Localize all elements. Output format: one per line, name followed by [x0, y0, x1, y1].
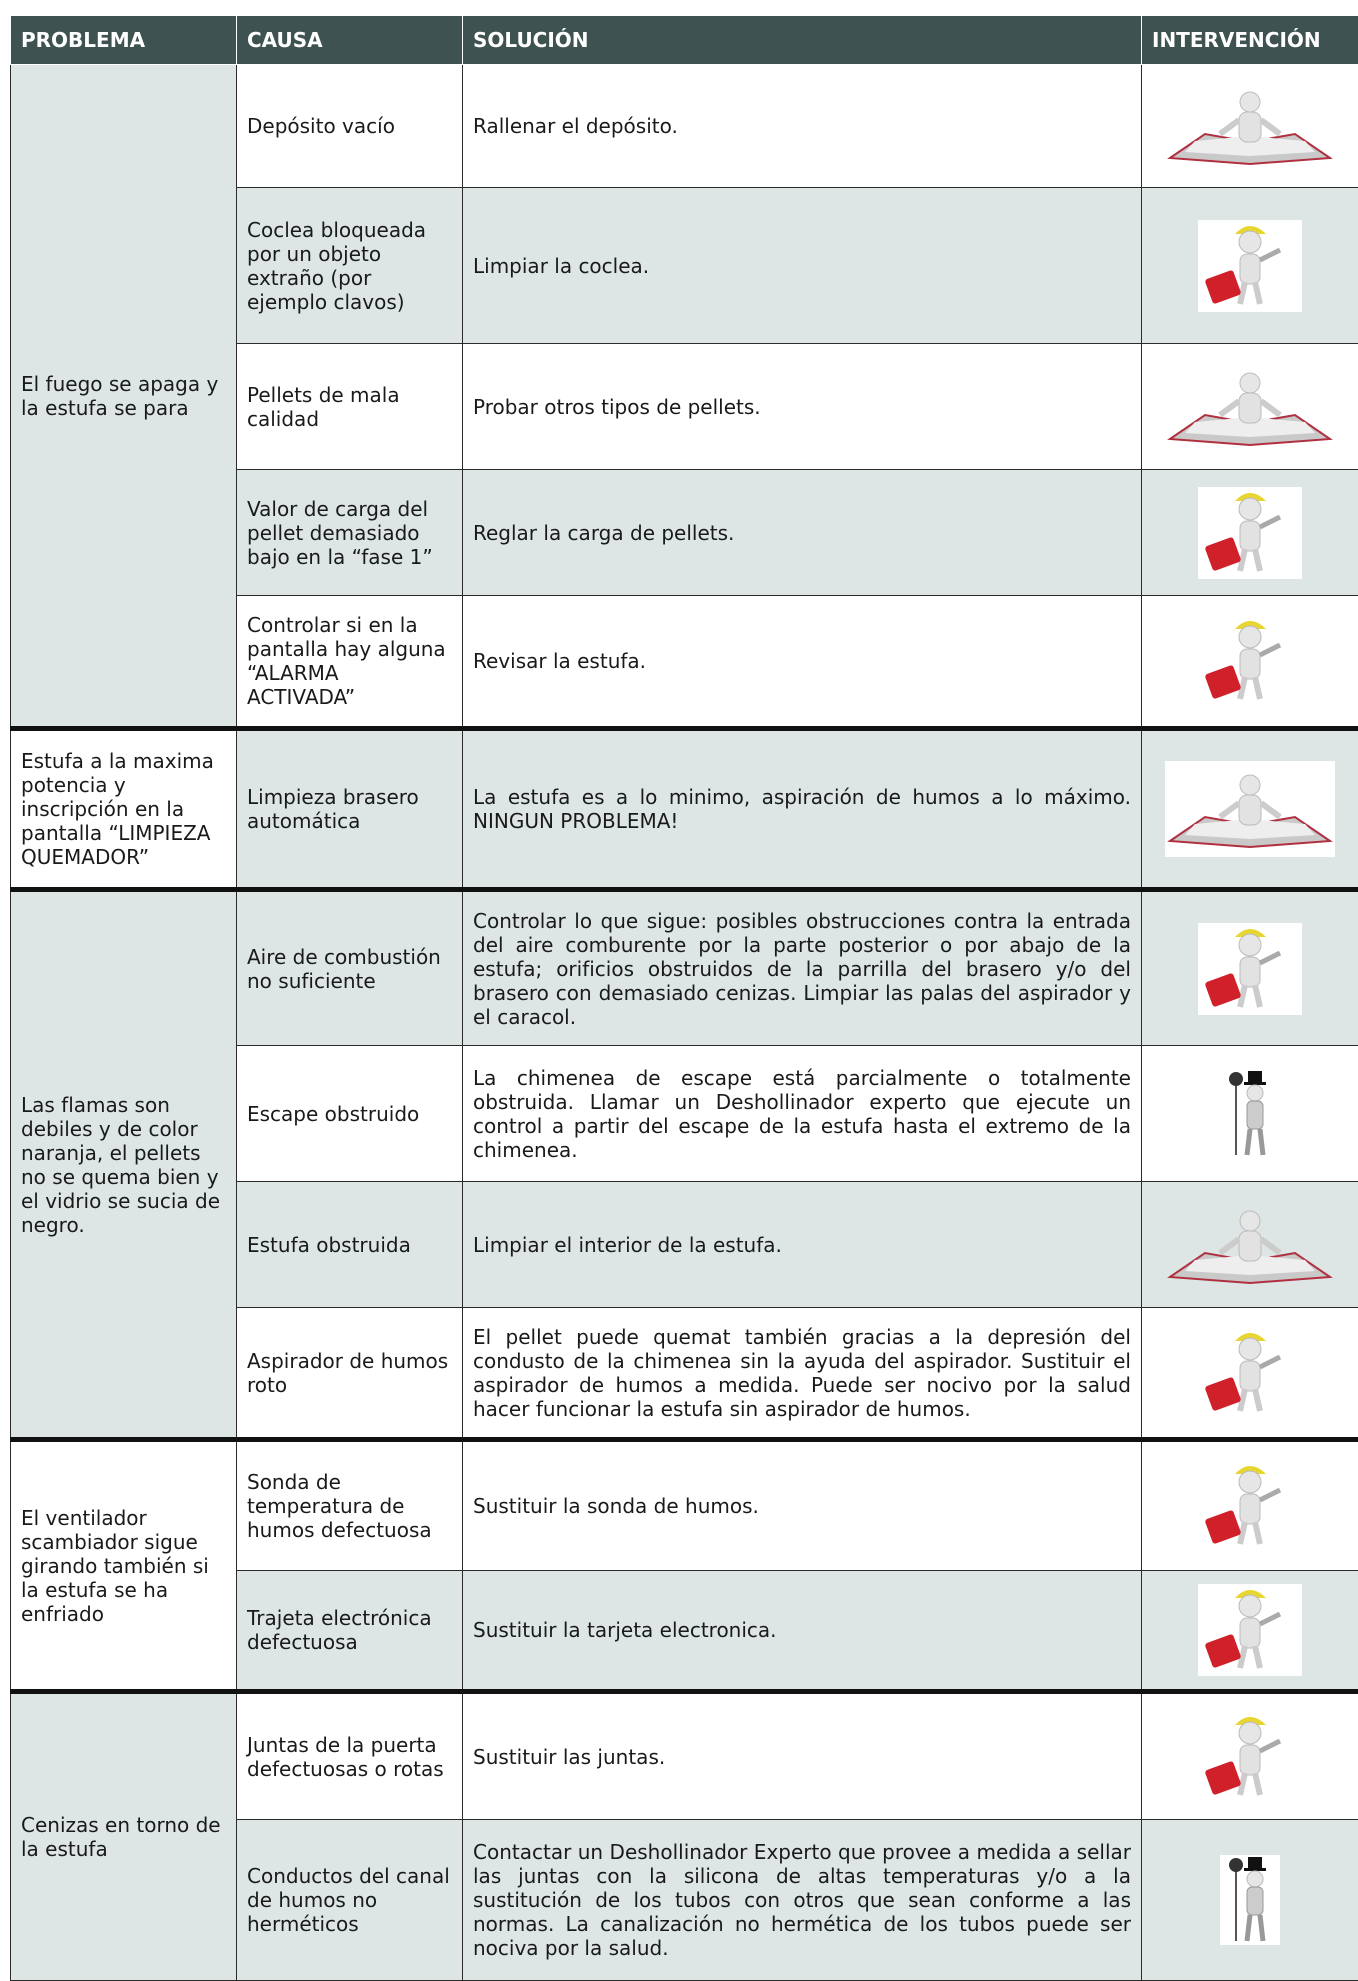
solution-cell: Limpiar la coclea. [463, 188, 1142, 344]
cause-cell: Escape obstruido [237, 1046, 463, 1182]
technician-icon [1198, 1327, 1302, 1419]
icon-cell [1142, 1182, 1358, 1308]
chimney-sweep-icon [1220, 1855, 1280, 1945]
cause-cell: Controlar si en la pantalla hay alguna “… [237, 596, 463, 729]
icon-cell [1142, 1440, 1358, 1571]
solution-cell: Limpiar el interior de la estufa. [463, 1182, 1142, 1308]
technician-icon [1198, 487, 1302, 579]
solution-cell: Contactar un Deshollinador Experto que p… [463, 1820, 1142, 1981]
problem-cell: Cenizas en torno de la estufa [11, 1692, 237, 1981]
cause-cell: Trajeta electrónica defectuosa [237, 1571, 463, 1692]
row: El fuego se apaga y la estufa se para De… [11, 65, 1358, 188]
row: Las flamas son debiles y de color naranj… [11, 890, 1358, 1046]
cause-cell: Sonda de temperatura de humos defectuosa [237, 1440, 463, 1571]
icon-cell [1142, 344, 1358, 470]
manual-icon [1165, 367, 1335, 447]
row: Estufa a la maxima potencia y inscripció… [11, 729, 1358, 890]
solution-cell: Rallenar el depósito. [463, 65, 1142, 188]
header-cell: SOLUCIÓN [463, 16, 1142, 65]
manual-icon [1165, 86, 1335, 166]
solution-cell: Probar otros tipos de pellets. [463, 344, 1142, 470]
solution-cell: Sustituir la tarjeta electronica. [463, 1571, 1142, 1692]
solution-cell: Revisar la estufa. [463, 596, 1142, 729]
icon-cell [1142, 188, 1358, 344]
header-row: PROBLEMA CAUSA SOLUCIÓN INTERVENCIÓN [11, 16, 1358, 65]
icon-cell [1142, 65, 1358, 188]
problem-cell: El ventilador scambiador sigue girando t… [11, 1440, 237, 1692]
cause-cell: Juntas de la puerta defectuosas o rotas [237, 1692, 463, 1820]
header-cell: PROBLEMA [11, 16, 237, 65]
icon-cell [1142, 729, 1358, 890]
cause-cell: Valor de carga del pellet demasiado bajo… [237, 470, 463, 596]
icon-cell [1142, 1571, 1358, 1692]
technician-icon [1198, 1460, 1302, 1552]
problem-cell: El fuego se apaga y la estufa se para [11, 65, 237, 729]
solution-cell: Controlar lo que sigue: posibles obstruc… [463, 890, 1142, 1046]
icon-cell [1142, 1046, 1358, 1182]
header-cell: CAUSA [237, 16, 463, 65]
chimney-sweep-icon [1220, 1069, 1280, 1159]
technician-icon [1198, 923, 1302, 1015]
row: El ventilador scambiador sigue girando t… [11, 1440, 1358, 1571]
troubleshooting-table: PROBLEMA CAUSA SOLUCIÓN INTERVENCIÓN El … [10, 15, 1358, 1981]
solution-cell: Sustituir la sonda de humos. [463, 1440, 1142, 1571]
icon-cell [1142, 1820, 1358, 1981]
icon-cell [1142, 1692, 1358, 1820]
solution-cell: La chimenea de escape está parcialmente … [463, 1046, 1142, 1182]
cause-cell: Estufa obstruida [237, 1182, 463, 1308]
manual-icon [1165, 761, 1335, 857]
cause-cell: Limpieza brasero automática [237, 729, 463, 890]
solution-cell: Sustituir las juntas. [463, 1692, 1142, 1820]
icon-cell [1142, 890, 1358, 1046]
row: Cenizas en torno de la estufa Juntas de … [11, 1692, 1358, 1820]
problem-cell: Estufa a la maxima potencia y inscripció… [11, 729, 237, 890]
icon-cell [1142, 596, 1358, 729]
cause-cell: Conductos del canal de humos no hermétic… [237, 1820, 463, 1981]
solution-cell: El pellet puede quemat también gracias a… [463, 1308, 1142, 1440]
icon-cell [1142, 1308, 1358, 1440]
technician-icon [1198, 1584, 1302, 1676]
technician-icon [1198, 615, 1302, 707]
header-cell: INTERVENCIÓN [1142, 16, 1358, 65]
solution-cell: La estufa es a lo minimo, aspiración de … [463, 729, 1142, 890]
manual-icon [1165, 1205, 1335, 1285]
cause-cell: Aspirador de humos roto [237, 1308, 463, 1440]
cause-cell: Pellets de mala calidad [237, 344, 463, 470]
technician-icon [1198, 1711, 1302, 1803]
icon-cell [1142, 470, 1358, 596]
technician-icon [1198, 220, 1302, 312]
solution-cell: Reglar la carga de pellets. [463, 470, 1142, 596]
cause-cell: Coclea bloqueada por un objeto extraño (… [237, 188, 463, 344]
cause-cell: Depósito vacío [237, 65, 463, 188]
problem-cell: Las flamas son debiles y de color naranj… [11, 890, 237, 1440]
cause-cell: Aire de combustión no suficiente [237, 890, 463, 1046]
